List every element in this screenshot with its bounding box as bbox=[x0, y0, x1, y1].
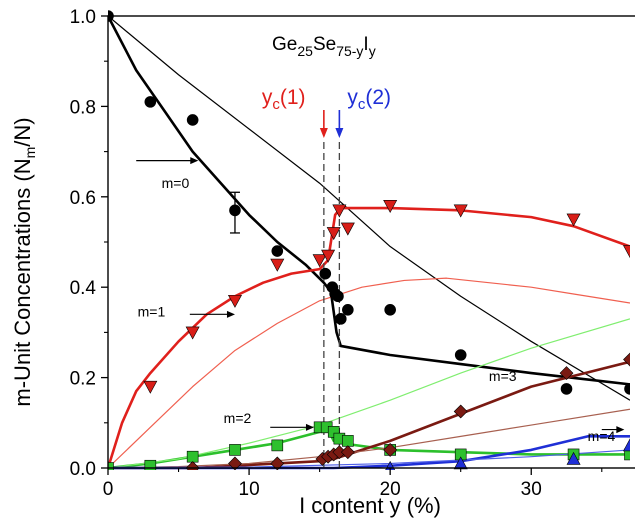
series-label-m-2: m=2 bbox=[224, 410, 252, 426]
x-tick-label-3: 30 bbox=[521, 479, 542, 500]
plot-frame bbox=[107, 15, 635, 469]
fit-curve-3 bbox=[108, 277, 630, 469]
y-tick-label-3: 0.6 bbox=[70, 188, 96, 209]
point-s2-3 bbox=[229, 444, 241, 456]
label-arrowhead-3 bbox=[616, 426, 625, 434]
point-s1-7 bbox=[332, 204, 347, 218]
point-s0-14 bbox=[624, 383, 630, 395]
point-s1-5 bbox=[321, 249, 336, 263]
y-tick-label-0: 0.0 bbox=[70, 459, 96, 480]
threshold-label-main-1: y bbox=[347, 86, 358, 109]
point-s3-8 bbox=[383, 442, 398, 457]
point-s4-2 bbox=[566, 451, 581, 465]
fit-curve-1 bbox=[108, 15, 630, 401]
point-s1-6 bbox=[326, 227, 341, 241]
x-tick-label-0: 0 bbox=[103, 479, 114, 500]
y-tick-label-2: 0.4 bbox=[70, 278, 97, 299]
point-s1-10 bbox=[453, 204, 468, 218]
y-axis-title-main: m-Unit Concentrations (N bbox=[10, 158, 35, 406]
formula-ge: Ge bbox=[272, 34, 297, 55]
point-s0-11 bbox=[384, 303, 396, 316]
threshold-label-sub-1: c bbox=[358, 96, 366, 113]
label-arrowhead-2 bbox=[305, 423, 314, 431]
y-tick-label-1: 0.2 bbox=[70, 369, 96, 390]
threshold-arrowhead-1 bbox=[335, 128, 344, 138]
formula-ge-sub: 25 bbox=[297, 43, 313, 59]
y-tick-label-5: 1.0 bbox=[70, 7, 96, 28]
label-arrowhead-1 bbox=[226, 310, 235, 318]
point-s1-11 bbox=[566, 213, 581, 227]
series-label-m-4: m=4 bbox=[588, 428, 616, 444]
point-s1-9 bbox=[383, 200, 398, 213]
point-s0-8 bbox=[332, 290, 344, 303]
y-tick-label-4: 0.8 bbox=[70, 97, 96, 118]
x-axis-title: I content y (%) bbox=[299, 493, 441, 518]
point-s3-11 bbox=[623, 352, 630, 367]
label-arrowhead-0 bbox=[190, 157, 199, 165]
point-s0-9 bbox=[334, 313, 347, 325]
series-label-m-0: m=0 bbox=[162, 175, 190, 191]
point-s1-4 bbox=[312, 254, 327, 268]
threshold-lines: yc(1) yc(2) bbox=[262, 86, 391, 468]
fit-curve-2 bbox=[108, 206, 630, 469]
point-s2-4 bbox=[271, 439, 284, 452]
axes: 0 10 20 30 0.0 0.2 0.4 0.6 0.8 1.0 bbox=[70, 7, 635, 500]
point-s1-0 bbox=[143, 380, 158, 394]
formula-i-sub: y bbox=[369, 43, 376, 59]
threshold-label-main-0: y bbox=[262, 86, 273, 109]
label-arrows bbox=[136, 157, 625, 434]
labels: Ge25Se75-yIy I content y (%) m-Unit Conc… bbox=[10, 34, 616, 518]
point-s3-7 bbox=[340, 445, 355, 460]
threshold-label-sub-0: c bbox=[272, 96, 280, 113]
fit-curve-0 bbox=[108, 15, 630, 386]
formula-label: Ge25Se75-yIy bbox=[272, 34, 376, 59]
point-s1-3 bbox=[270, 258, 285, 272]
data-points bbox=[108, 10, 630, 470]
point-s0-13 bbox=[560, 383, 573, 395]
series-label-m-1: m=1 bbox=[138, 304, 166, 320]
x-tick-label-1: 10 bbox=[239, 479, 260, 500]
y-axis-title-sub: m bbox=[22, 147, 38, 159]
point-s1-8 bbox=[340, 222, 355, 236]
point-s0-10 bbox=[342, 303, 354, 316]
fit-curve-6 bbox=[108, 360, 630, 470]
formula-se: Se bbox=[313, 34, 336, 55]
point-s0-12 bbox=[454, 349, 467, 361]
fit-curves bbox=[108, 15, 630, 470]
point-s3-2 bbox=[270, 456, 285, 470]
point-s4-3 bbox=[622, 438, 630, 452]
point-s3-10 bbox=[559, 366, 574, 381]
threshold-label-tail-0: (1) bbox=[280, 86, 306, 109]
threshold-arrowhead-0 bbox=[319, 128, 328, 138]
y-axis-title: m-Unit Concentrations (Nm/N) bbox=[10, 117, 38, 406]
y-axis-title-tail: /N) bbox=[10, 117, 35, 146]
point-s0-5 bbox=[319, 267, 332, 280]
point-s2-13 bbox=[624, 448, 630, 461]
point-s0-2 bbox=[186, 114, 199, 126]
point-s2-9 bbox=[342, 435, 354, 447]
x-tick-label-2: 20 bbox=[380, 479, 401, 500]
threshold-label-0: yc(1) bbox=[262, 86, 306, 113]
point-s2-1 bbox=[144, 459, 157, 470]
point-s3-9 bbox=[453, 404, 468, 419]
threshold-label-tail-1: (2) bbox=[365, 86, 391, 109]
point-s2-2 bbox=[186, 450, 199, 463]
fit-curve-8 bbox=[108, 435, 630, 470]
point-s1-1 bbox=[185, 326, 200, 340]
point-s1-2 bbox=[227, 294, 242, 308]
formula-se-sub: 75-y bbox=[336, 43, 363, 59]
point-s0-1 bbox=[144, 96, 157, 108]
fit-curve-7 bbox=[108, 408, 630, 469]
point-s3-1 bbox=[228, 456, 242, 470]
formula-i: I bbox=[363, 34, 368, 55]
point-s0-4 bbox=[271, 245, 284, 257]
threshold-label-1: yc(2) bbox=[347, 86, 391, 113]
point-s1-12 bbox=[622, 245, 630, 259]
series-label-m-3: m=3 bbox=[489, 368, 517, 384]
